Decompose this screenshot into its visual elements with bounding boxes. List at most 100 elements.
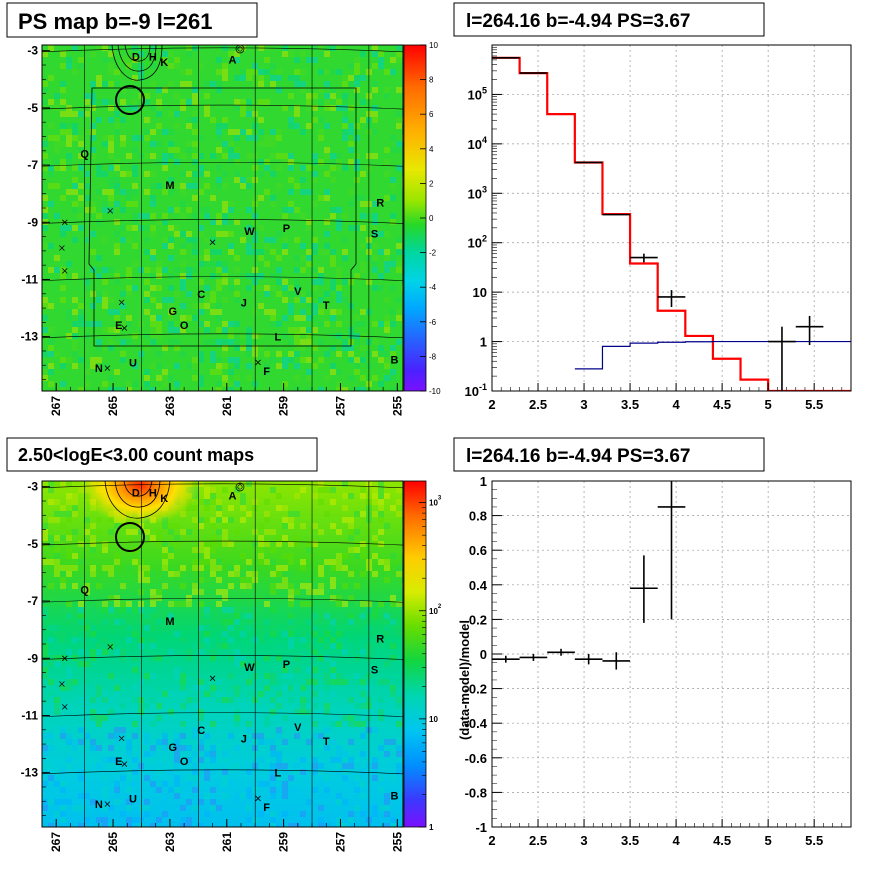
map-pixel — [378, 709, 384, 715]
map-pixel — [348, 123, 354, 129]
map-pixel — [384, 255, 390, 261]
map-pixel — [336, 553, 342, 559]
source-label: Q — [80, 149, 89, 161]
map-pixel — [156, 375, 162, 381]
map-pixel — [240, 99, 246, 105]
map-pixel — [216, 643, 222, 649]
map-pixel — [162, 375, 168, 381]
map-pixel — [324, 195, 330, 201]
map-pixel — [324, 685, 330, 691]
source-label: B — [390, 355, 398, 367]
map-pixel — [294, 583, 300, 589]
map-pixel — [192, 357, 198, 363]
map-pixel — [330, 363, 336, 369]
map-pixel — [72, 745, 78, 751]
map-pixel — [312, 315, 318, 321]
map-pixel — [78, 619, 84, 625]
map-pixel — [72, 637, 78, 643]
map-pixel — [192, 823, 198, 827]
galactic-latitude-line — [42, 769, 403, 775]
map-pixel — [132, 823, 138, 827]
map-pixel — [300, 523, 306, 529]
map-pixel — [354, 547, 360, 553]
map-pixel — [132, 45, 138, 51]
map-pixel — [342, 81, 348, 87]
map-pixel — [72, 297, 78, 303]
map-pixel — [288, 357, 294, 363]
map-pixel — [336, 333, 342, 339]
map-pixel — [102, 267, 108, 273]
map-pixel — [108, 69, 114, 75]
x-tick-label: 265 — [106, 832, 120, 852]
map-pixel — [132, 655, 138, 661]
map-pixel — [192, 559, 198, 565]
map-pixel — [90, 637, 96, 643]
map-pixel — [312, 541, 318, 547]
map-pixel — [222, 381, 228, 387]
map-pixel — [336, 219, 342, 225]
map-pixel — [216, 565, 222, 571]
map-pixel — [114, 129, 120, 135]
map-pixel — [294, 541, 300, 547]
map-pixel — [168, 523, 174, 529]
map-pixel — [48, 267, 54, 273]
map-pixel — [270, 141, 276, 147]
map-pixel — [186, 273, 192, 279]
map-pixel — [156, 315, 162, 321]
map-pixel — [156, 739, 162, 745]
map-pixel — [162, 559, 168, 565]
map-pixel — [192, 243, 198, 249]
map-pixel — [150, 637, 156, 643]
galactic-latitude-line — [42, 597, 403, 603]
map-pixel — [66, 57, 72, 63]
map-pixel — [324, 309, 330, 315]
map-pixel — [60, 805, 66, 811]
map-pixel — [342, 105, 348, 111]
map-pixel — [174, 601, 180, 607]
x-tick-label: 5.5 — [805, 397, 823, 412]
map-pixel — [186, 601, 192, 607]
map-pixel — [282, 769, 288, 775]
map-pixel — [156, 105, 162, 111]
map-pixel — [42, 613, 48, 619]
map-pixel — [234, 793, 240, 799]
map-pixel — [276, 273, 282, 279]
map-pixel — [270, 607, 276, 613]
map-pixel — [168, 769, 174, 775]
map-pixel — [102, 637, 108, 643]
map-pixel — [54, 267, 60, 273]
map-pixel — [372, 745, 378, 751]
map-pixel — [210, 547, 216, 553]
map-pixel — [378, 273, 384, 279]
map-pixel — [216, 213, 222, 219]
map-pixel — [120, 207, 126, 213]
x-tick-label: 261 — [220, 396, 234, 416]
map-pixel — [354, 165, 360, 171]
map-pixel — [60, 297, 66, 303]
map-pixel — [48, 733, 54, 739]
map-pixel — [114, 327, 120, 333]
map-pixel — [324, 595, 330, 601]
map-pixel — [198, 303, 204, 309]
map-pixel — [168, 111, 174, 117]
map-pixel — [288, 685, 294, 691]
map-pixel — [342, 387, 348, 391]
map-pixel — [174, 793, 180, 799]
map-pixel — [132, 781, 138, 787]
map-pixel — [354, 775, 360, 781]
map-pixel — [66, 511, 72, 517]
map-pixel — [168, 225, 174, 231]
map-pixel — [84, 207, 90, 213]
map-pixel — [324, 99, 330, 105]
galactic-latitude-line — [42, 712, 403, 717]
map-pixel — [228, 231, 234, 237]
map-pixel — [270, 309, 276, 315]
map-pixel — [294, 291, 300, 297]
map-pixel — [258, 523, 264, 529]
map-pixel — [108, 387, 114, 391]
map-pixel — [264, 781, 270, 787]
map-pixel — [132, 697, 138, 703]
map-pixel — [336, 679, 342, 685]
map-pixel — [270, 673, 276, 679]
map-pixel — [180, 673, 186, 679]
